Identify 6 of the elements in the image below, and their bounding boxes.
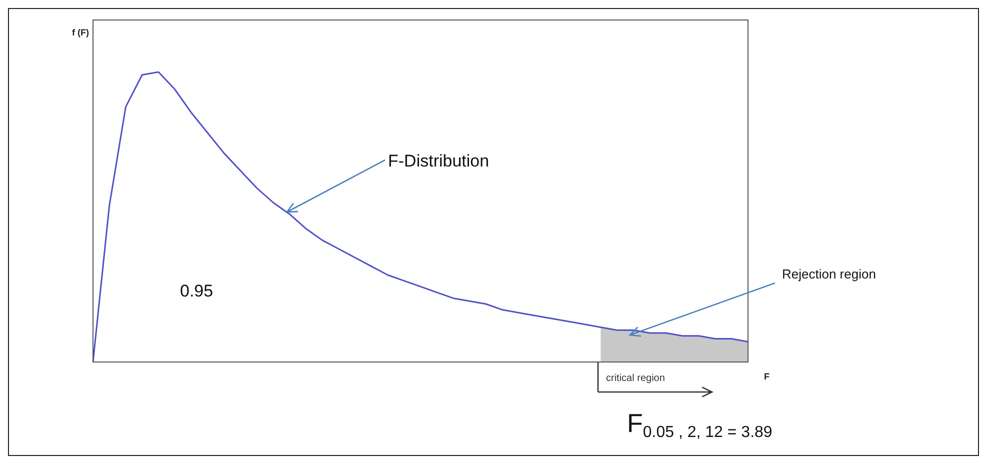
x-axis-title: F <box>764 371 770 382</box>
y-axis-title: f (F) <box>72 27 89 38</box>
annotation: F-Distribution <box>388 152 490 171</box>
text: critical region <box>606 372 665 384</box>
annotation: 0.95 <box>180 282 214 301</box>
text: Rejection region <box>782 266 876 282</box>
